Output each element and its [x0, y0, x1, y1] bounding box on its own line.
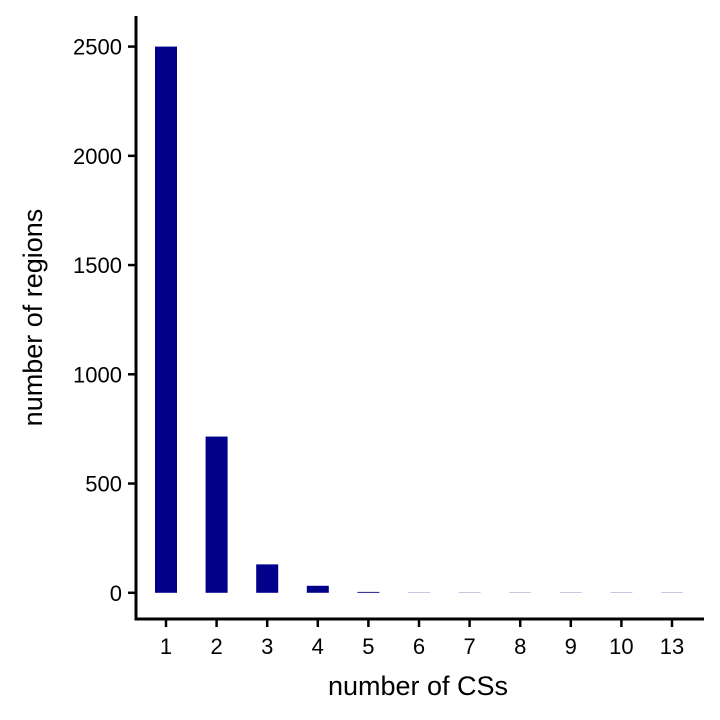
bar-2: [205, 436, 228, 593]
x-axis-ticks: 1 2 3 4 5 6 7 8 9 10 13: [160, 619, 684, 659]
bar-5: [357, 591, 380, 593]
x-tick-label: 8: [514, 634, 526, 659]
bars: [155, 46, 683, 593]
y-tick-label: 2500: [73, 35, 122, 60]
x-tick-label: 9: [565, 634, 577, 659]
bar-3: [256, 564, 279, 593]
x-tick-label: 6: [413, 634, 425, 659]
x-tick-label: 13: [660, 634, 684, 659]
x-tick-label: 10: [609, 634, 633, 659]
y-tick-label: 0: [110, 581, 122, 606]
x-tick-label: 1: [160, 634, 172, 659]
x-axis-title: number of CSs: [328, 671, 508, 701]
y-tick-label: 1000: [73, 362, 122, 387]
y-tick-label: 2000: [73, 144, 122, 169]
bar-1: [155, 46, 177, 593]
x-tick-label: 3: [261, 634, 273, 659]
bar-4: [306, 585, 329, 593]
y-tick-label: 1500: [73, 253, 122, 278]
x-tick-label: 2: [210, 634, 222, 659]
y-axis-title: number of regions: [18, 209, 48, 427]
y-tick-label: 500: [85, 472, 122, 497]
x-tick-label: 7: [463, 634, 475, 659]
y-axis-ticks: 0 500 1000 1500 2000 2500: [73, 35, 136, 606]
x-tick-label: 4: [312, 634, 324, 659]
x-tick-label: 5: [362, 634, 374, 659]
